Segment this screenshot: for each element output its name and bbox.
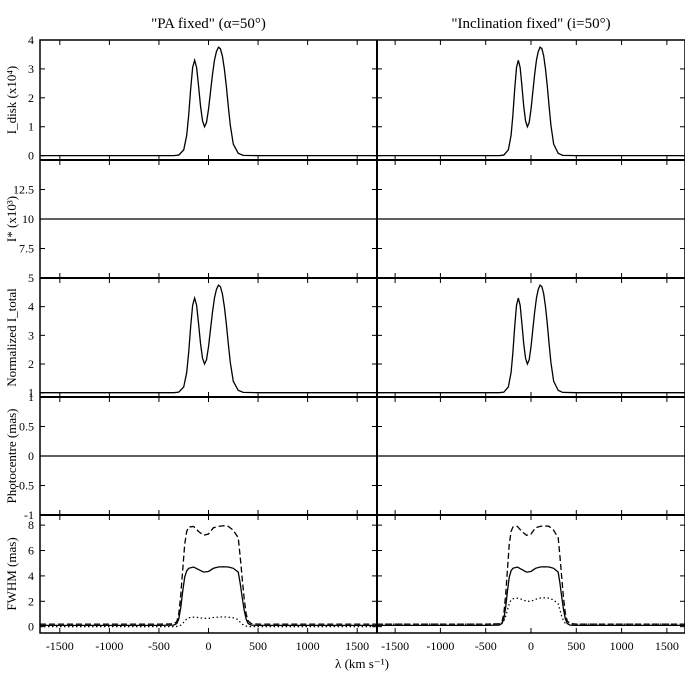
row-1-ytick-label-4: 3 <box>28 62 34 76</box>
row-1-ytick-label-2: 1 <box>28 120 34 134</box>
row-5-ytick-label-1: 0 <box>28 620 34 634</box>
row-5-col-2-series-1-dashed <box>377 525 685 625</box>
row-4-ylabel: Photocentre (mas) <box>4 409 19 504</box>
col-1-xtick-label-2: -1000 <box>95 639 123 653</box>
col-1-xtick-label-4: 0 <box>206 639 212 653</box>
row-5-col-1-series-2-solid <box>40 566 377 627</box>
row-5-ytick-label-5: 8 <box>28 518 34 532</box>
row-3-ytick-label-3: 3 <box>28 328 34 342</box>
row-5-col-2-series-3-dotted <box>377 597 685 625</box>
row-3-col-1-series-1-solid <box>40 284 377 394</box>
col-1-xtick-label-7: 1500 <box>345 639 369 653</box>
col-1-xtick-label-5: 500 <box>249 639 267 653</box>
row-5-col-2-series-2-solid <box>377 566 685 627</box>
column-title-2: "Inclination fixed" (i=50°) <box>451 16 610 32</box>
col-2-xtick-label-2: -1000 <box>426 639 454 653</box>
row-2-ytick-label-3: 10 <box>22 212 34 226</box>
row-5-ytick-label-3: 4 <box>28 569 34 583</box>
col-2-xtick-label-5: 500 <box>567 639 585 653</box>
row-3-col-2-series-1-solid <box>377 284 685 394</box>
row-1-col-2-series-1-solid <box>377 46 685 157</box>
row-4-ytick-label-5: 1 <box>28 390 34 404</box>
row-3-ytick-label-1: 1 <box>28 386 34 400</box>
col-2-xtick-label-7: 1500 <box>655 639 679 653</box>
row-2-ytick-label-1: 5 <box>28 271 34 285</box>
row-5-ylabel: FWHM (mas) <box>4 537 19 610</box>
row-1-ylabel: I_disk (x10⁴) <box>4 66 19 134</box>
row-1-ytick-label-3: 2 <box>28 91 34 105</box>
row-5-ytick-label-2: 2 <box>28 594 34 608</box>
row-4-ytick-label-2: -0.5 <box>15 479 34 493</box>
row-3-ylabel: Normalized I_total <box>4 288 19 387</box>
col-2-xtick-label-1: -1500 <box>381 639 409 653</box>
col-1-xtick-label-1: -1500 <box>46 639 74 653</box>
col-1-xtick-label-6: 1000 <box>296 639 320 653</box>
col-2-xtick-label-3: -500 <box>475 639 497 653</box>
row-4-ytick-label-4: 0.5 <box>19 420 34 434</box>
column-title-1: "PA fixed" (α=50°) <box>151 16 266 32</box>
row-5-ytick-label-4: 6 <box>28 544 34 558</box>
row-1-ytick-label-1: 0 <box>28 149 34 163</box>
row-2-ylabel: I* (x10³) <box>4 196 19 242</box>
row-3-ytick-label-2: 2 <box>28 357 34 371</box>
row-4-ytick-label-3: 0 <box>28 449 34 463</box>
x-axis-label: λ (km s⁻¹) <box>335 656 389 671</box>
row-5-col-1-series-1-dashed <box>40 525 377 625</box>
row-1-col-1-series-1-solid <box>40 46 377 157</box>
col-1-xtick-label-3: -500 <box>148 639 170 653</box>
row-1-ytick-label-5: 4 <box>28 33 34 47</box>
col-2-xtick-label-4: 0 <box>528 639 534 653</box>
row-2-ytick-label-4: 12.5 <box>13 183 34 197</box>
row-3-ytick-label-4: 4 <box>28 300 34 314</box>
col-2-xtick-label-6: 1000 <box>610 639 634 653</box>
row-2-ytick-label-2: 7.5 <box>19 242 34 256</box>
plot-frame <box>39 39 685 634</box>
row-4-ytick-label-1: -1 <box>24 508 34 522</box>
